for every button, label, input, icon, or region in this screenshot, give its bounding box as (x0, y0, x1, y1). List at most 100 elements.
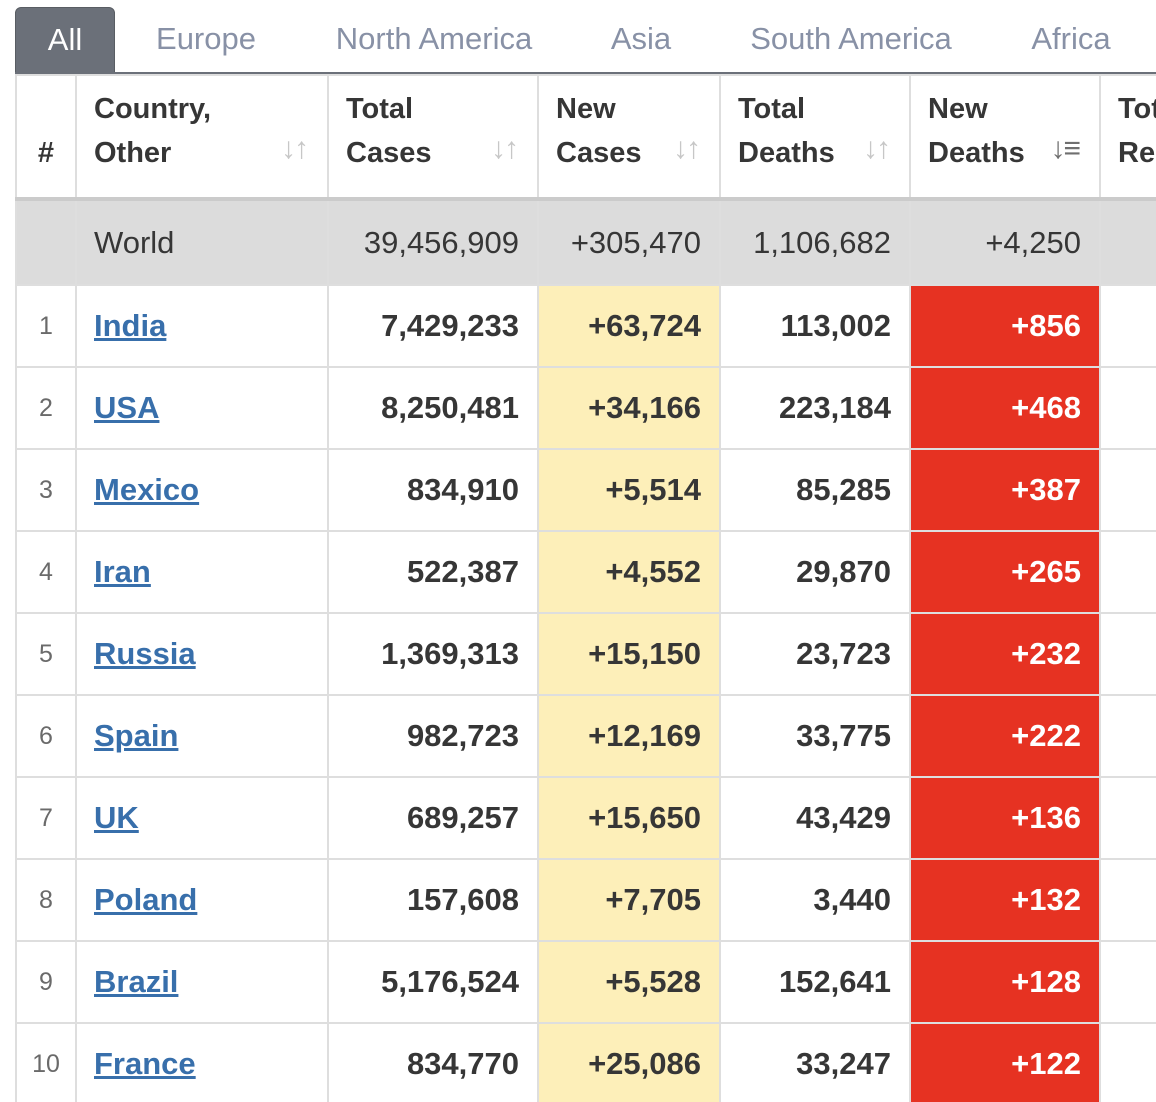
country-cell: France (75, 1022, 329, 1102)
total-recovered-cell (1099, 448, 1156, 532)
sort-arrows-icon[interactable]: ↓↑ (281, 132, 309, 165)
country-link-india[interactable]: India (94, 308, 167, 343)
country-cell: Poland (75, 858, 329, 942)
rank-cell: 5 (15, 612, 77, 696)
total-deaths-cell: 43,429 (719, 776, 911, 860)
table-row: 9 Brazil 5,176,524 +5,528 152,641 +128 (15, 940, 1156, 1024)
tab-europe[interactable]: Europe (156, 21, 256, 56)
rank-cell: 8 (15, 858, 77, 942)
new-deaths-cell: +122 (909, 1022, 1101, 1102)
world-total-recovered (1099, 198, 1156, 286)
country-cell: UK (75, 776, 329, 860)
country-cell: Russia (75, 612, 329, 696)
table-row: 3 Mexico 834,910 +5,514 85,285 +387 (15, 448, 1156, 532)
new-deaths-cell: +232 (909, 612, 1101, 696)
new-deaths-cell: +136 (909, 776, 1101, 860)
header-new-cases[interactable]: New Cases ↓↑ (537, 74, 721, 200)
header-rank: # (15, 74, 77, 200)
country-link-russia[interactable]: Russia (94, 636, 196, 671)
rank-cell: 9 (15, 940, 77, 1024)
country-cell: Spain (75, 694, 329, 778)
rank-cell: 3 (15, 448, 77, 532)
tab-all[interactable]: All (15, 7, 115, 73)
country-cell: India (75, 284, 329, 368)
total-recovered-cell (1099, 530, 1156, 614)
country-link-usa[interactable]: USA (94, 390, 160, 425)
tab-south-america[interactable]: South America (750, 21, 952, 56)
total-cases-cell: 982,723 (327, 694, 539, 778)
total-deaths-cell: 152,641 (719, 940, 911, 1024)
total-recovered-cell (1099, 612, 1156, 696)
rank-cell: 7 (15, 776, 77, 860)
sort-arrows-icon[interactable]: ↓↑ (673, 132, 701, 165)
total-recovered-cell (1099, 858, 1156, 942)
total-deaths-cell: 113,002 (719, 284, 911, 368)
new-cases-cell: +63,724 (537, 284, 721, 368)
header-new-deaths[interactable]: New Deaths ↓≡ (909, 74, 1101, 200)
new-deaths-cell: +265 (909, 530, 1101, 614)
country-link-mexico[interactable]: Mexico (94, 472, 200, 507)
total-recovered-cell (1099, 284, 1156, 368)
world-new-cases: +305,470 (537, 198, 721, 286)
country-link-france[interactable]: France (94, 1046, 196, 1081)
total-deaths-cell: 33,775 (719, 694, 911, 778)
country-cell: Iran (75, 530, 329, 614)
total-deaths-cell: 33,247 (719, 1022, 911, 1102)
table-row: 7 UK 689,257 +15,650 43,429 +136 (15, 776, 1156, 860)
total-cases-cell: 834,910 (327, 448, 539, 532)
country-link-poland[interactable]: Poland (94, 882, 198, 917)
header-country[interactable]: Country, Other ↓↑ (75, 74, 329, 200)
total-deaths-cell: 29,870 (719, 530, 911, 614)
header-total-recovered[interactable]: Tot Re (1099, 74, 1156, 200)
country-cell: Mexico (75, 448, 329, 532)
table-row: 2 USA 8,250,481 +34,166 223,184 +468 (15, 366, 1156, 450)
rank-cell: 10 (15, 1022, 77, 1102)
new-cases-cell: +5,528 (537, 940, 721, 1024)
tab-asia[interactable]: Asia (610, 21, 672, 56)
new-cases-cell: +7,705 (537, 858, 721, 942)
total-recovered-cell (1099, 940, 1156, 1024)
sort-arrows-icon[interactable]: ↓↑ (491, 132, 519, 165)
total-cases-cell: 7,429,233 (327, 284, 539, 368)
table-row: 6 Spain 982,723 +12,169 33,775 +222 (15, 694, 1156, 778)
new-cases-cell: +34,166 (537, 366, 721, 450)
header-total-deaths[interactable]: Total Deaths ↓↑ (719, 74, 911, 200)
tab-north-america[interactable]: North America (335, 21, 533, 56)
country-cell: USA (75, 366, 329, 450)
table-row: 1 India 7,429,233 +63,724 113,002 +856 (15, 284, 1156, 368)
world-total-deaths: 1,106,682 (719, 198, 911, 286)
header-total-cases[interactable]: Total Cases ↓↑ (327, 74, 539, 200)
new-cases-cell: +15,650 (537, 776, 721, 860)
table-row: 5 Russia 1,369,313 +15,150 23,723 +232 (15, 612, 1156, 696)
region-tabs: All Europe North America Asia South Amer… (0, 0, 1156, 74)
sort-arrows-icon[interactable]: ↓↑ (863, 132, 891, 165)
country-link-iran[interactable]: Iran (94, 554, 151, 589)
total-deaths-cell: 23,723 (719, 612, 911, 696)
rank-cell: 6 (15, 694, 77, 778)
world-row: World 39,456,909 +305,470 1,106,682 +4,2… (15, 198, 1156, 286)
table-row: 8 Poland 157,608 +7,705 3,440 +132 (15, 858, 1156, 942)
total-deaths-cell: 3,440 (719, 858, 911, 942)
country-link-uk[interactable]: UK (94, 800, 139, 835)
sort-desc-icon[interactable]: ↓≡ (1050, 132, 1080, 165)
country-link-brazil[interactable]: Brazil (94, 964, 179, 999)
tab-underline (15, 72, 1156, 74)
new-deaths-cell: +128 (909, 940, 1101, 1024)
country-cell: Brazil (75, 940, 329, 1024)
world-rank (15, 198, 77, 286)
total-deaths-cell: 223,184 (719, 366, 911, 450)
total-cases-cell: 834,770 (327, 1022, 539, 1102)
new-cases-cell: +15,150 (537, 612, 721, 696)
tab-africa[interactable]: Africa (1031, 21, 1111, 56)
new-cases-cell: +12,169 (537, 694, 721, 778)
total-deaths-cell: 85,285 (719, 448, 911, 532)
new-cases-cell: +4,552 (537, 530, 721, 614)
country-link-spain[interactable]: Spain (94, 718, 179, 753)
table-row: 10 France 834,770 +25,086 33,247 +122 (15, 1022, 1156, 1102)
new-cases-cell: +25,086 (537, 1022, 721, 1102)
table-header-row: # Country, Other ↓↑ Total Cases ↓↑ New C… (15, 74, 1156, 200)
rank-cell: 1 (15, 284, 77, 368)
world-label: World (75, 198, 329, 286)
total-recovered-cell (1099, 366, 1156, 450)
total-recovered-cell (1099, 694, 1156, 778)
